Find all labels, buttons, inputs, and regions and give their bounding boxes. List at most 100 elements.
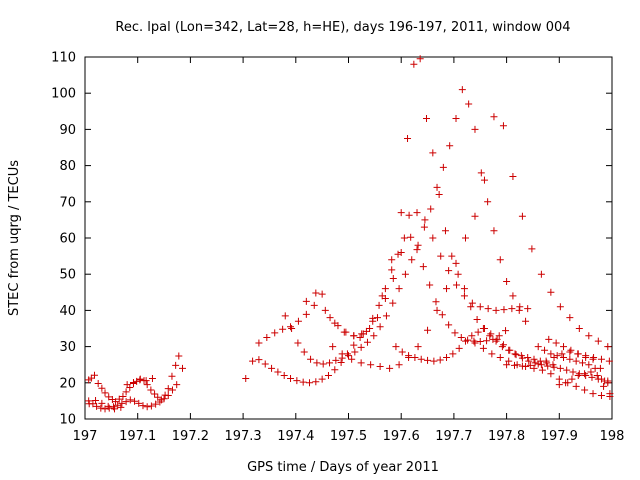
data-point <box>398 348 406 356</box>
data-point <box>104 402 112 410</box>
x-tick-label: 197.2 <box>172 429 209 444</box>
data-point <box>490 227 498 235</box>
data-point <box>421 216 429 224</box>
data-point <box>164 385 172 393</box>
data-point <box>105 404 113 412</box>
x-tick-label: 197.4 <box>277 429 314 444</box>
data-point <box>147 402 155 410</box>
data-point <box>518 362 526 370</box>
data-point <box>294 339 302 347</box>
data-point <box>443 285 451 293</box>
data-point <box>168 372 176 380</box>
data-point <box>331 319 339 327</box>
data-point <box>470 337 478 345</box>
x-tick-label: 197.1 <box>119 429 156 444</box>
data-point <box>156 398 164 406</box>
data-point <box>495 332 503 340</box>
data-point <box>534 343 542 351</box>
data-point <box>329 343 337 351</box>
data-point <box>550 353 558 361</box>
data-point <box>560 353 568 361</box>
data-point <box>404 134 412 142</box>
data-point <box>530 364 538 372</box>
data-point <box>319 360 327 368</box>
data-point <box>525 357 533 365</box>
x-tick-label: 197.8 <box>488 429 525 444</box>
data-point <box>458 86 466 94</box>
data-point <box>503 361 511 369</box>
data-point <box>465 100 473 108</box>
data-point <box>152 400 160 408</box>
data-point <box>397 209 405 217</box>
data-point <box>122 388 130 396</box>
data-point <box>556 303 564 311</box>
data-point <box>604 377 612 385</box>
data-point <box>151 390 159 398</box>
data-point <box>509 172 517 180</box>
data-point <box>94 380 102 388</box>
data-point <box>160 395 168 403</box>
data-point <box>452 115 460 123</box>
data-point <box>376 323 384 331</box>
data-point <box>300 348 308 356</box>
data-point <box>92 397 100 405</box>
data-point <box>350 341 358 349</box>
data-point <box>511 350 519 358</box>
data-point <box>479 344 487 352</box>
data-point <box>588 373 596 381</box>
data-point <box>547 288 555 296</box>
data-point <box>417 355 425 363</box>
data-point <box>457 334 465 342</box>
data-point <box>356 334 364 342</box>
data-point <box>426 281 434 289</box>
data-point <box>136 375 144 383</box>
data-point <box>553 352 561 360</box>
data-point <box>572 382 580 390</box>
data-point <box>382 312 390 320</box>
data-point <box>552 339 560 347</box>
data-point <box>287 323 295 331</box>
data-point <box>556 364 564 372</box>
data-point <box>445 267 453 275</box>
data-point <box>455 344 463 352</box>
data-point <box>441 227 449 235</box>
data-point <box>460 285 468 293</box>
data-point <box>500 306 508 314</box>
data-point <box>433 306 441 314</box>
data-point <box>87 374 95 382</box>
data-point <box>480 176 488 184</box>
data-point <box>111 405 119 413</box>
data-point <box>496 256 504 264</box>
data-point <box>154 393 162 401</box>
data-point <box>397 248 405 256</box>
data-point <box>468 332 476 340</box>
data-point <box>395 361 403 369</box>
data-point <box>288 325 296 332</box>
data-point <box>499 341 507 349</box>
data-point <box>302 297 310 305</box>
data-point <box>543 359 551 367</box>
data-point <box>460 292 468 300</box>
data-point <box>429 149 437 157</box>
y-tick-label: 110 <box>51 51 76 66</box>
data-point <box>359 330 367 338</box>
data-point <box>506 346 514 354</box>
data-point <box>461 234 469 242</box>
data-point <box>487 330 495 338</box>
data-point <box>531 359 539 367</box>
data-point <box>439 163 447 171</box>
data-point <box>348 355 356 363</box>
data-point <box>566 314 574 322</box>
data-point <box>572 357 580 365</box>
data-point <box>436 356 444 364</box>
data-point <box>524 353 532 361</box>
data-point <box>312 289 320 297</box>
data-point <box>492 337 500 345</box>
data-point <box>590 353 598 361</box>
data-point <box>367 361 375 369</box>
data-point <box>363 338 371 346</box>
y-tick-label: 60 <box>59 232 76 247</box>
data-point <box>502 327 510 335</box>
data-point <box>381 285 389 293</box>
data-point <box>449 350 457 358</box>
